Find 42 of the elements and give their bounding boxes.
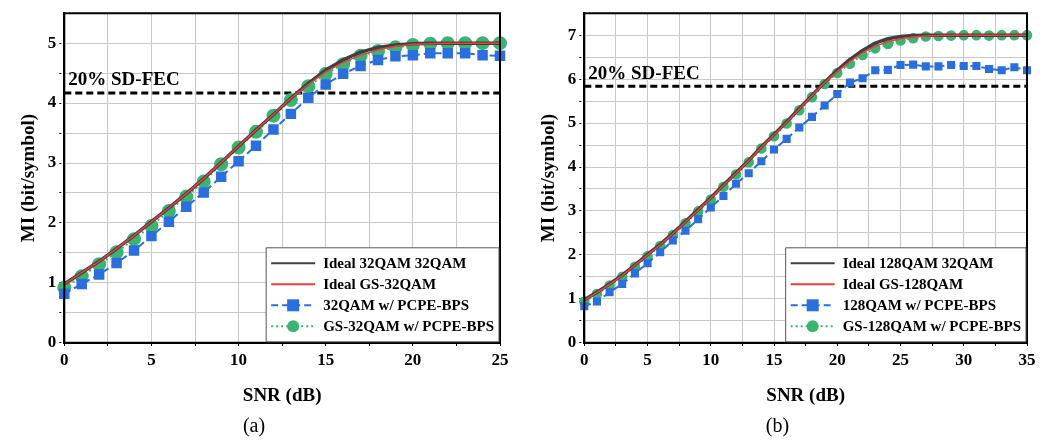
x-axis-title: SNR (dB) bbox=[242, 383, 322, 406]
x-tick-label: 15 bbox=[317, 350, 335, 370]
legend-label: Ideal GS-128QAM bbox=[842, 276, 964, 293]
x-tick-label: 25 bbox=[491, 350, 509, 370]
y-tick-label: 0 bbox=[47, 332, 57, 352]
x-axis-title: SNR (dB) bbox=[766, 383, 845, 406]
x-tick-label: 20 bbox=[828, 350, 846, 370]
x-tick-label: 15 bbox=[765, 350, 783, 370]
x-tick-label: 35 bbox=[1018, 350, 1036, 370]
text: (b) bbox=[765, 414, 790, 438]
text: (a) bbox=[242, 414, 266, 438]
y-tick-label: 3 bbox=[567, 200, 577, 220]
y-tick-label: 5 bbox=[567, 112, 577, 132]
y-axis-title: MI (bit/symbol) bbox=[537, 113, 560, 243]
y-tick-label: 4 bbox=[47, 92, 57, 112]
legend-label: GS-128QAM w/ PCPE-BPS bbox=[842, 318, 1022, 335]
ref-line-label: 20% SD-FEC bbox=[588, 61, 700, 83]
y-tick-label: 4 bbox=[567, 156, 577, 176]
legend-label: 32QAM w/ PCPE-BPS bbox=[323, 297, 469, 314]
y-tick-label: 1 bbox=[47, 272, 57, 292]
legend-label: Ideal GS-32QAM bbox=[323, 276, 437, 293]
x-tick-label: 10 bbox=[702, 350, 720, 370]
legend-label: Ideal 128QAM 32QAM bbox=[842, 255, 994, 272]
y-tick-label: 3 bbox=[47, 152, 57, 172]
legend-label: 128QAM w/ PCPE-BPS bbox=[842, 297, 996, 314]
x-tick-label: 5 bbox=[643, 350, 652, 370]
x-tick-label: 20 bbox=[404, 350, 422, 370]
x-tick-label: 10 bbox=[230, 350, 248, 370]
y-tick-label: 5 bbox=[47, 32, 57, 52]
y-tick-label: 0 bbox=[567, 332, 577, 352]
legend-label: GS-32QAM w/ PCPE-BPS bbox=[323, 318, 495, 335]
y-axis-title: MI (bit/symbol) bbox=[17, 113, 40, 243]
y-tick-label: 7 bbox=[567, 24, 577, 44]
ref-line-label: 20% SD-FEC bbox=[68, 68, 180, 90]
x-tick-label: 30 bbox=[955, 350, 973, 370]
x-tick-label: 5 bbox=[147, 350, 156, 370]
y-tick-label: 2 bbox=[567, 244, 577, 264]
legend-label: Ideal 32QAM 32QAM bbox=[323, 255, 467, 272]
y-tick-label: 6 bbox=[567, 68, 577, 88]
x-tick-label: 25 bbox=[892, 350, 910, 370]
y-tick-label: 2 bbox=[47, 212, 57, 232]
y-tick-label: 1 bbox=[567, 288, 577, 308]
